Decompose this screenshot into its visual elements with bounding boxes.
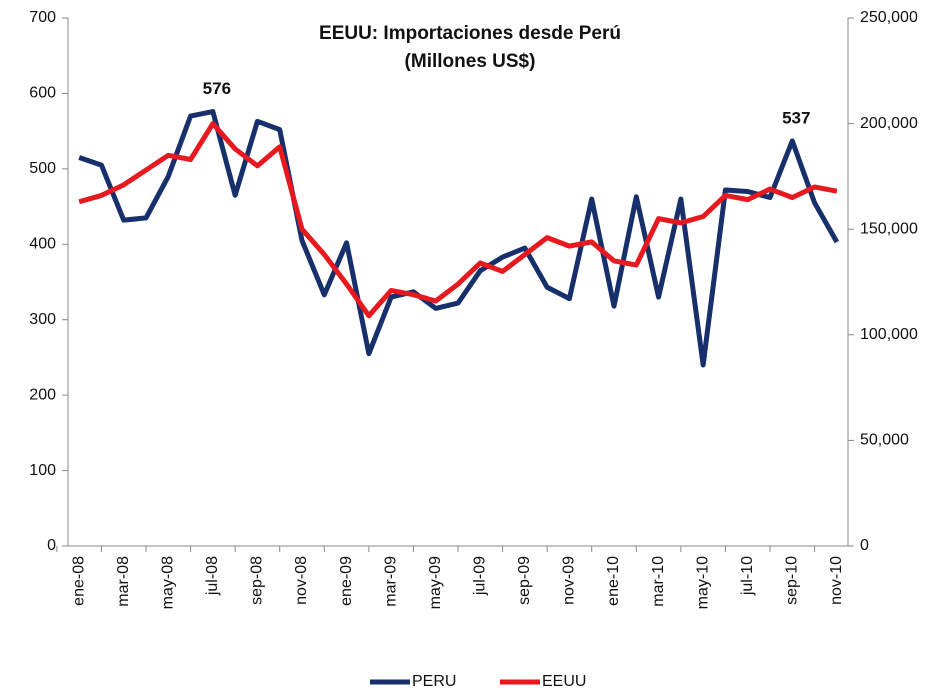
y2-tick-label: 200,000 [860,115,918,132]
x-tick-label: nov-09 [561,556,578,605]
y2-tick-label: 50,000 [860,432,909,449]
x-tick-label: sep-08 [249,556,266,605]
x-tick-label: mar-08 [115,556,132,607]
x-tick-label: may-10 [694,556,711,609]
x-tick-label: nov-08 [293,556,310,605]
data-label: 537 [782,108,810,127]
y-tick-label: 0 [47,537,56,554]
y-tick-label: 600 [29,85,56,102]
series-line [78,109,840,368]
y-tick-label: 300 [29,311,56,328]
legend-label: PERU [412,673,456,690]
data-label: 576 [203,79,231,98]
y-tick-label: 700 [29,9,56,26]
x-tick-label: mar-10 [650,556,667,607]
x-tick-label: sep-09 [516,556,533,605]
y-tick-label: 400 [29,236,56,253]
x-tick-label: mar-09 [382,556,399,607]
legend-label: EEUU [542,673,586,690]
y2-tick-label: 100,000 [860,326,918,343]
y-tick-label: 100 [29,462,56,479]
x-tick-label: jul-09 [472,556,489,596]
x-tick-label: sep-10 [784,556,801,605]
x-tick-label: ene-09 [338,556,355,606]
x-tick-label: may-09 [427,556,444,609]
x-tick-label: jul-10 [739,556,756,596]
x-tick-label: jul-08 [204,556,221,596]
series-line [78,121,838,319]
x-tick-label: ene-08 [70,556,87,606]
chart-subtitle: (Millones US$) [405,51,536,72]
x-tick-label: may-08 [160,556,177,609]
x-tick-label: ene-10 [605,556,622,606]
y2-tick-label: 150,000 [860,220,918,237]
chart-title: EEUU: Importaciones desde Perú [319,23,621,44]
y-tick-label: 200 [29,386,56,403]
y-tick-label: 500 [29,160,56,177]
y2-tick-label: 0 [860,537,869,554]
y2-tick-label: 250,000 [860,9,918,26]
x-tick-label: nov-10 [828,556,845,605]
